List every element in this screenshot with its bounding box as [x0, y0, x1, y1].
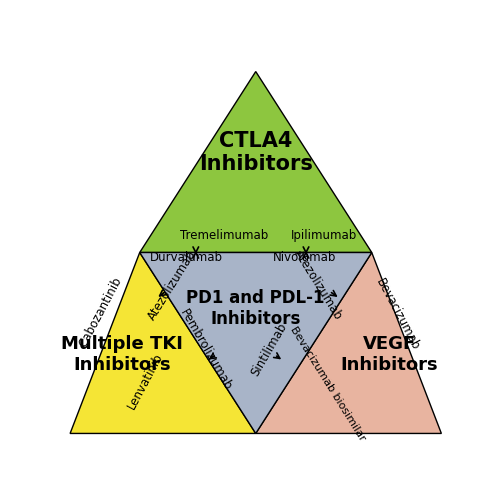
- Polygon shape: [70, 252, 255, 434]
- Text: Nivolumab: Nivolumab: [273, 251, 336, 264]
- Text: VEGF
Inhibitors: VEGF Inhibitors: [340, 335, 438, 374]
- Text: CTLA4
Inhibitors: CTLA4 Inhibitors: [199, 131, 313, 174]
- Text: Pembrolizumab: Pembrolizumab: [177, 306, 234, 392]
- Polygon shape: [255, 252, 441, 434]
- Text: Bevacizumab biosimilar: Bevacizumab biosimilar: [288, 324, 367, 442]
- Polygon shape: [140, 72, 372, 252]
- Text: Ipilimumab: Ipilimumab: [290, 228, 357, 241]
- Text: Atezolizumab: Atezolizumab: [146, 248, 199, 322]
- Text: Bevacizumab: Bevacizumab: [374, 276, 423, 352]
- Text: Cabozantinib: Cabozantinib: [76, 275, 124, 349]
- Text: Tremelimumab: Tremelimumab: [180, 228, 268, 241]
- Text: PD1 and PDL-1
Inhibitors: PD1 and PDL-1 Inhibitors: [187, 289, 325, 328]
- Polygon shape: [140, 252, 372, 434]
- Text: Lenvatinib: Lenvatinib: [125, 351, 166, 412]
- Text: Sintilimab: Sintilimab: [249, 320, 290, 378]
- Text: Atezolizumab: Atezolizumab: [291, 248, 344, 322]
- Text: Multiple TKI
Inhibitors: Multiple TKI Inhibitors: [61, 335, 183, 374]
- Text: Durvalumab: Durvalumab: [149, 251, 223, 264]
